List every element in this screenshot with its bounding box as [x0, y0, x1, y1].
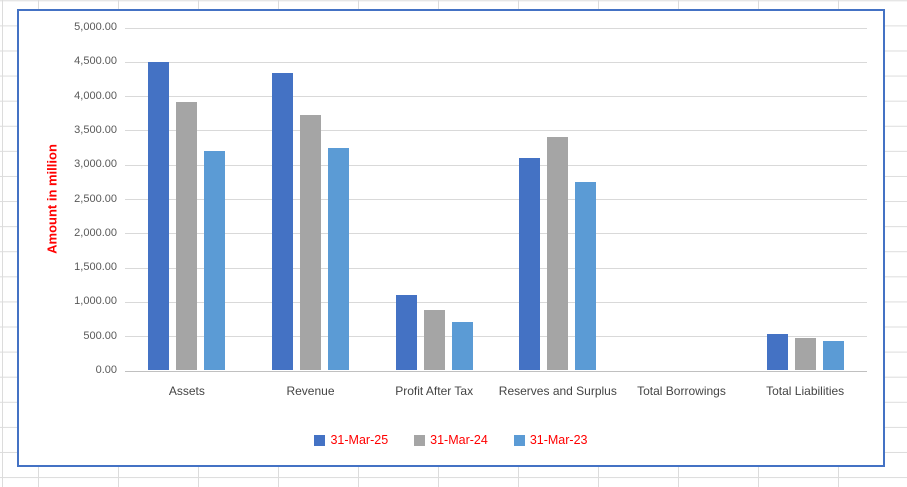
- y-tick-label: 500.00: [83, 329, 117, 342]
- bar-31-Mar-24-total-liabilities[interactable]: [794, 337, 816, 371]
- y-tick-label: 3,000.00: [74, 158, 117, 171]
- bar-31-Mar-23-total-liabilities[interactable]: [822, 341, 844, 371]
- y-gridline: [125, 164, 867, 166]
- bar-31-Mar-23-profit-after-tax[interactable]: [451, 322, 473, 371]
- legend-item-31-Mar-25[interactable]: 31-Mar-25: [314, 433, 388, 447]
- y-tick-label: 0.00: [95, 364, 117, 376]
- legend-label: 31-Mar-23: [529, 433, 588, 447]
- bar-31-Mar-23-assets[interactable]: [204, 150, 226, 371]
- bar-31-Mar-24-reserves-and-surplus[interactable]: [547, 137, 569, 371]
- y-tick-label: 3,500.00: [74, 123, 117, 136]
- y-gridline: [125, 61, 867, 63]
- y-tick-label: 2,000.00: [74, 226, 117, 239]
- y-gridline: [125, 199, 867, 200]
- y-gridline: [125, 267, 867, 269]
- bar-31-Mar-24-profit-after-tax[interactable]: [423, 310, 445, 371]
- legend-swatch: [414, 434, 426, 446]
- legend-swatch: [314, 434, 326, 446]
- bar-31-Mar-24-assets[interactable]: [176, 101, 198, 371]
- bar-chart-object[interactable]: Amount in million 0.00 500.00 1,000.00 1,50…: [17, 9, 885, 467]
- legend-item-31-Mar-24[interactable]: 31-Mar-24: [414, 433, 488, 447]
- y-tick-label: 1,500.00: [74, 261, 117, 274]
- y-gridline: [125, 27, 867, 29]
- chart-legend[interactable]: 31-Mar-25 31-Mar-24 31-Mar-23: [19, 433, 883, 447]
- x-axis-line: [125, 370, 867, 372]
- y-tick-label: 1,000.00: [74, 295, 117, 308]
- bar-31-Mar-25-reserves-and-surplus[interactable]: [519, 157, 541, 371]
- bar-31-Mar-23-revenue[interactable]: [328, 147, 349, 371]
- y-tick-label: 5,000.00: [74, 21, 117, 33]
- bar-31-Mar-25-total-liabilities[interactable]: [766, 334, 788, 371]
- category-label: Total Liabilities: [766, 383, 845, 398]
- bar-31-Mar-25-revenue[interactable]: [272, 73, 293, 371]
- category-label: Revenue: [286, 383, 335, 398]
- y-tick-label: 4,500.00: [74, 55, 117, 68]
- y-tick-label: 2,500.00: [74, 192, 117, 205]
- category-label: Reserves and Surplus: [498, 383, 617, 398]
- y-gridline: [125, 130, 867, 132]
- legend-swatch: [513, 434, 525, 446]
- spreadsheet-gridline: [2, 0, 3, 487]
- bar-31-Mar-23-reserves-and-surplus[interactable]: [575, 181, 597, 371]
- y-gridline: [125, 336, 867, 338]
- bar-31-Mar-24-revenue[interactable]: [300, 114, 321, 371]
- y-tick-label: 4,000.00: [74, 89, 117, 102]
- legend-label: 31-Mar-24: [430, 433, 488, 447]
- y-gridline: [125, 301, 867, 303]
- legend-item-31-Mar-23[interactable]: 31-Mar-23: [513, 433, 588, 447]
- category-label: Profit After Tax: [395, 383, 474, 398]
- y-gridline: [125, 233, 867, 235]
- bar-31-Mar-25-profit-after-tax[interactable]: [395, 295, 417, 371]
- category-label: Assets: [168, 383, 205, 398]
- category-label: Total Borrowings: [637, 383, 726, 398]
- y-gridline: [125, 96, 867, 98]
- bar-31-Mar-25-assets[interactable]: [148, 61, 170, 371]
- legend-label: 31-Mar-25: [330, 433, 389, 447]
